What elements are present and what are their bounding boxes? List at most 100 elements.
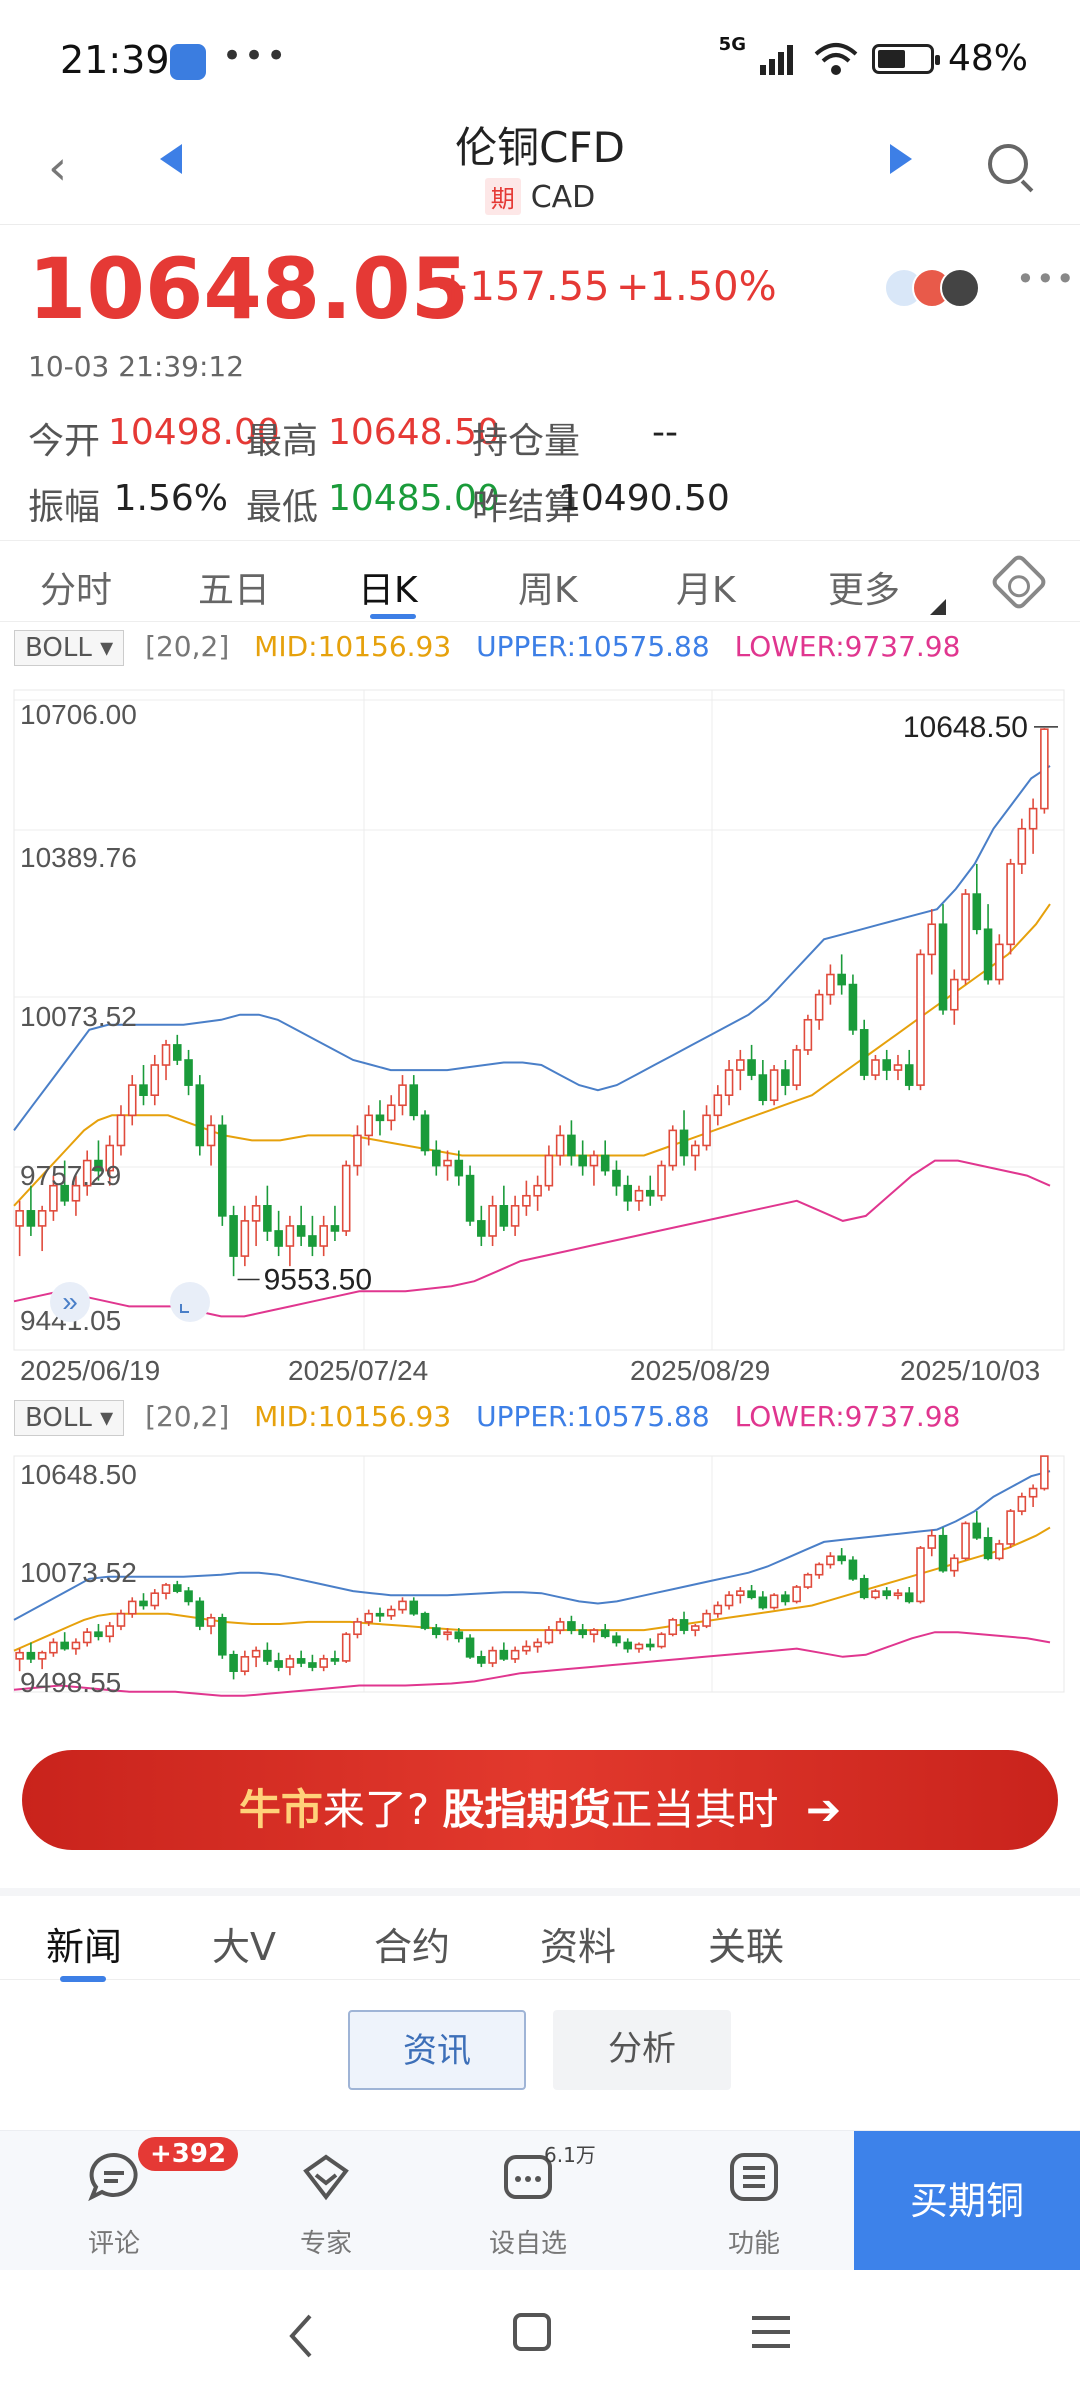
candle [1028,807,1038,830]
comment-count-badge: +392 [138,2137,239,2171]
x-axis-label: 2025/10/03 [900,1355,1040,1386]
candle [386,1104,396,1122]
candle [510,1205,520,1227]
candle [26,1651,36,1660]
tab-five-day[interactable]: 五日 [198,570,271,611]
stats-row: 振幅 1.56% 最低 10485.00 昨结算 10490.50 [28,478,1038,544]
candle [792,1049,801,1086]
candle [758,1074,768,1102]
viewer-avatars[interactable] [884,268,1014,312]
candle [893,1592,903,1597]
candle [612,1635,621,1644]
boll-mid: MID:10156.93 [254,630,452,663]
candle [82,1631,92,1644]
candle [848,1559,858,1580]
candle [116,1612,126,1627]
news-tabs: 新闻 大V 合约 资料 关联 [0,1888,1080,1982]
candle [803,1573,813,1588]
y-axis-label: 9757.29 [20,1160,121,1191]
candle [127,1084,137,1117]
function-label: 功能 [727,2229,780,2259]
more-icon[interactable]: ••• [1016,260,1076,298]
candle [690,1144,700,1157]
candle [206,1617,216,1627]
tab-contract[interactable]: 合约 [374,1925,451,1969]
candle [499,1205,509,1227]
instrument-title: 伦铜CFD [455,123,625,172]
candle [409,1084,419,1117]
tab-more[interactable]: 更多 [828,570,901,611]
next-instrument-icon[interactable] [890,144,912,174]
status-time: 21:39 [60,38,170,82]
boll-overview-chart[interactable]: 10648.50 10073.52 9498.55 [0,1446,1080,1706]
candle [15,1651,24,1660]
candle [15,1210,24,1227]
comment-button[interactable]: 评论 [44,2151,184,2260]
subtab-analysis[interactable]: 分析 [553,2010,731,2090]
function-button[interactable]: 功能 [684,2151,824,2260]
high-annotation: 10648.50 [903,711,1028,744]
subtab-info[interactable]: 资讯 [348,2010,526,2090]
candle [251,1205,261,1222]
candle [645,1189,655,1197]
candle [916,1547,925,1603]
y-axis-label: 10648.50 [20,1459,137,1490]
candle [150,1064,160,1096]
candle [364,1612,374,1623]
tab-news[interactable]: 新闻 [46,1925,123,1969]
add-watchlist-icon [502,2151,554,2203]
stat-value: 1.56% [113,478,228,519]
comment-icon [88,2151,140,2203]
stat-value: -- [652,412,678,453]
candle [679,1619,689,1631]
candle [871,1059,880,1076]
candle [443,1159,452,1167]
nav-home-icon[interactable] [512,2312,552,2352]
tab-intraday[interactable]: 分时 [40,570,113,611]
candle [938,1534,948,1572]
search-icon[interactable] [988,144,1028,184]
nav-back-icon[interactable] [286,2312,316,2360]
candle [544,1629,554,1644]
boll-upper: UPPER:10575.88 [476,630,710,663]
back-icon[interactable]: ‹ [48,140,68,196]
tab-monthly-k[interactable]: 月K [676,570,736,611]
candle [826,973,835,996]
indicator-selector[interactable]: BOLL ▾ [14,1400,125,1436]
tab-profile[interactable]: 资料 [540,1925,617,1969]
candle [859,1029,869,1076]
y-axis-label: 10389.76 [20,842,137,873]
tab-daily-k[interactable]: 日K [358,570,418,611]
settings-icon[interactable] [989,552,1049,612]
low-annotation: 9553.50 [264,1263,372,1296]
previous-instrument-icon[interactable] [160,144,182,174]
add-watchlist-label: 设自选 [488,2229,567,2259]
promo-banner[interactable]: 牛市来了? 股指期货正当其时 ➔ [22,1750,1058,1850]
comment-label: 评论 [87,2229,140,2259]
candle [904,1592,914,1603]
promo-text-part: 牛市 [238,1785,323,1834]
nav-menu-icon[interactable] [750,2312,792,2352]
tab-related[interactable]: 关联 [708,1925,785,1969]
buy-button[interactable]: 买期铜 [854,2131,1080,2271]
candle [600,1154,610,1172]
expert-button[interactable]: 专家 [256,2151,396,2260]
promo-text-part: 股指期货 [442,1785,611,1834]
candle [555,1134,565,1157]
stat-label: 昨结算 [472,487,581,528]
candle [443,1631,452,1636]
arrow-right-icon: ➔ [805,1785,842,1834]
indicator-selector[interactable]: BOLL ▾ [14,630,125,666]
add-watchlist-button[interactable]: 设自选 [458,2151,598,2260]
kline-chart[interactable]: 10706.0010389.7610073.529757.299441.0520… [0,670,1080,1400]
candle [623,1184,633,1202]
tab-big-v[interactable]: 大V [212,1925,276,1969]
wifi-icon [814,42,858,75]
candle [431,1627,441,1636]
candle [522,1194,531,1207]
boll-legend-secondary: BOLL ▾ [20,2] MID:10156.93 UPPER:10575.8… [14,1400,960,1440]
candle [229,1215,238,1257]
candle [161,1584,171,1594]
candle [386,1608,396,1617]
tab-weekly-k[interactable]: 周K [518,570,578,611]
